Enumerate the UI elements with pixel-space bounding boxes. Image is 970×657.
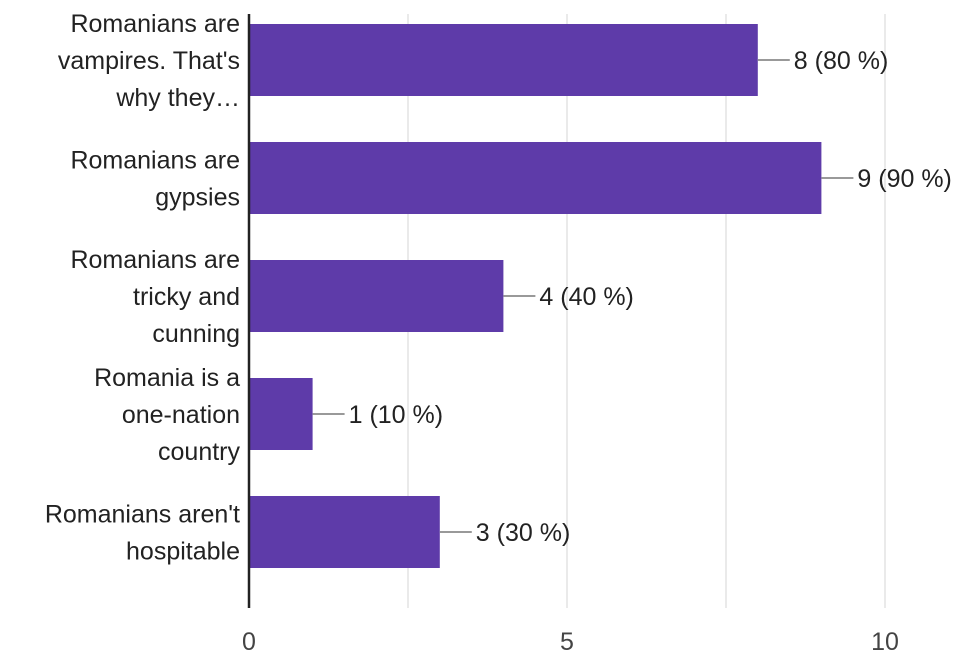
bar [249, 496, 440, 568]
value-label: 1 (10 %) [349, 401, 443, 429]
value-label: 4 (40 %) [539, 283, 633, 311]
category-label-line: vampires. That's [58, 47, 240, 75]
x-tick-label: 10 [871, 628, 899, 656]
category-label-line: tricky and [133, 283, 240, 311]
category-label-line: why they… [115, 84, 240, 112]
category-label-line: cunning [152, 320, 240, 348]
category-label-line: one-nation [122, 401, 240, 429]
value-label: 9 (90 %) [857, 165, 951, 193]
bars [249, 24, 822, 568]
category-label-line: Romanians are [70, 147, 240, 175]
bar [249, 378, 313, 450]
category-label-line: Romania is a [94, 364, 240, 392]
bar [249, 260, 504, 332]
value-label: 3 (30 %) [476, 519, 570, 547]
category-label-line: hospitable [126, 538, 240, 566]
category-label: Romanians are vampires. That's why they… [58, 10, 240, 112]
x-tick-label: 5 [560, 628, 574, 656]
labels: 8 (80 %) Romanians are vampires. That's why… [45, 10, 952, 656]
category-label-line: gypsies [155, 184, 240, 212]
category-label-line: country [158, 438, 240, 466]
category-label-line: Romanians aren't [45, 501, 240, 529]
category-label: Romanians are gypsies [70, 147, 240, 212]
x-tick-label: 0 [242, 628, 256, 656]
category-label-line: Romanians are [70, 246, 240, 274]
value-label: 8 (80 %) [794, 47, 888, 75]
category-label: Romanians are tricky and cunning [70, 246, 240, 348]
category-label-line: Romanians are [70, 10, 240, 38]
bar [249, 142, 822, 214]
category-label: Romanians aren't hospitable [45, 501, 240, 566]
bar [249, 24, 758, 96]
category-label: Romania is a one-nation country [94, 364, 240, 466]
